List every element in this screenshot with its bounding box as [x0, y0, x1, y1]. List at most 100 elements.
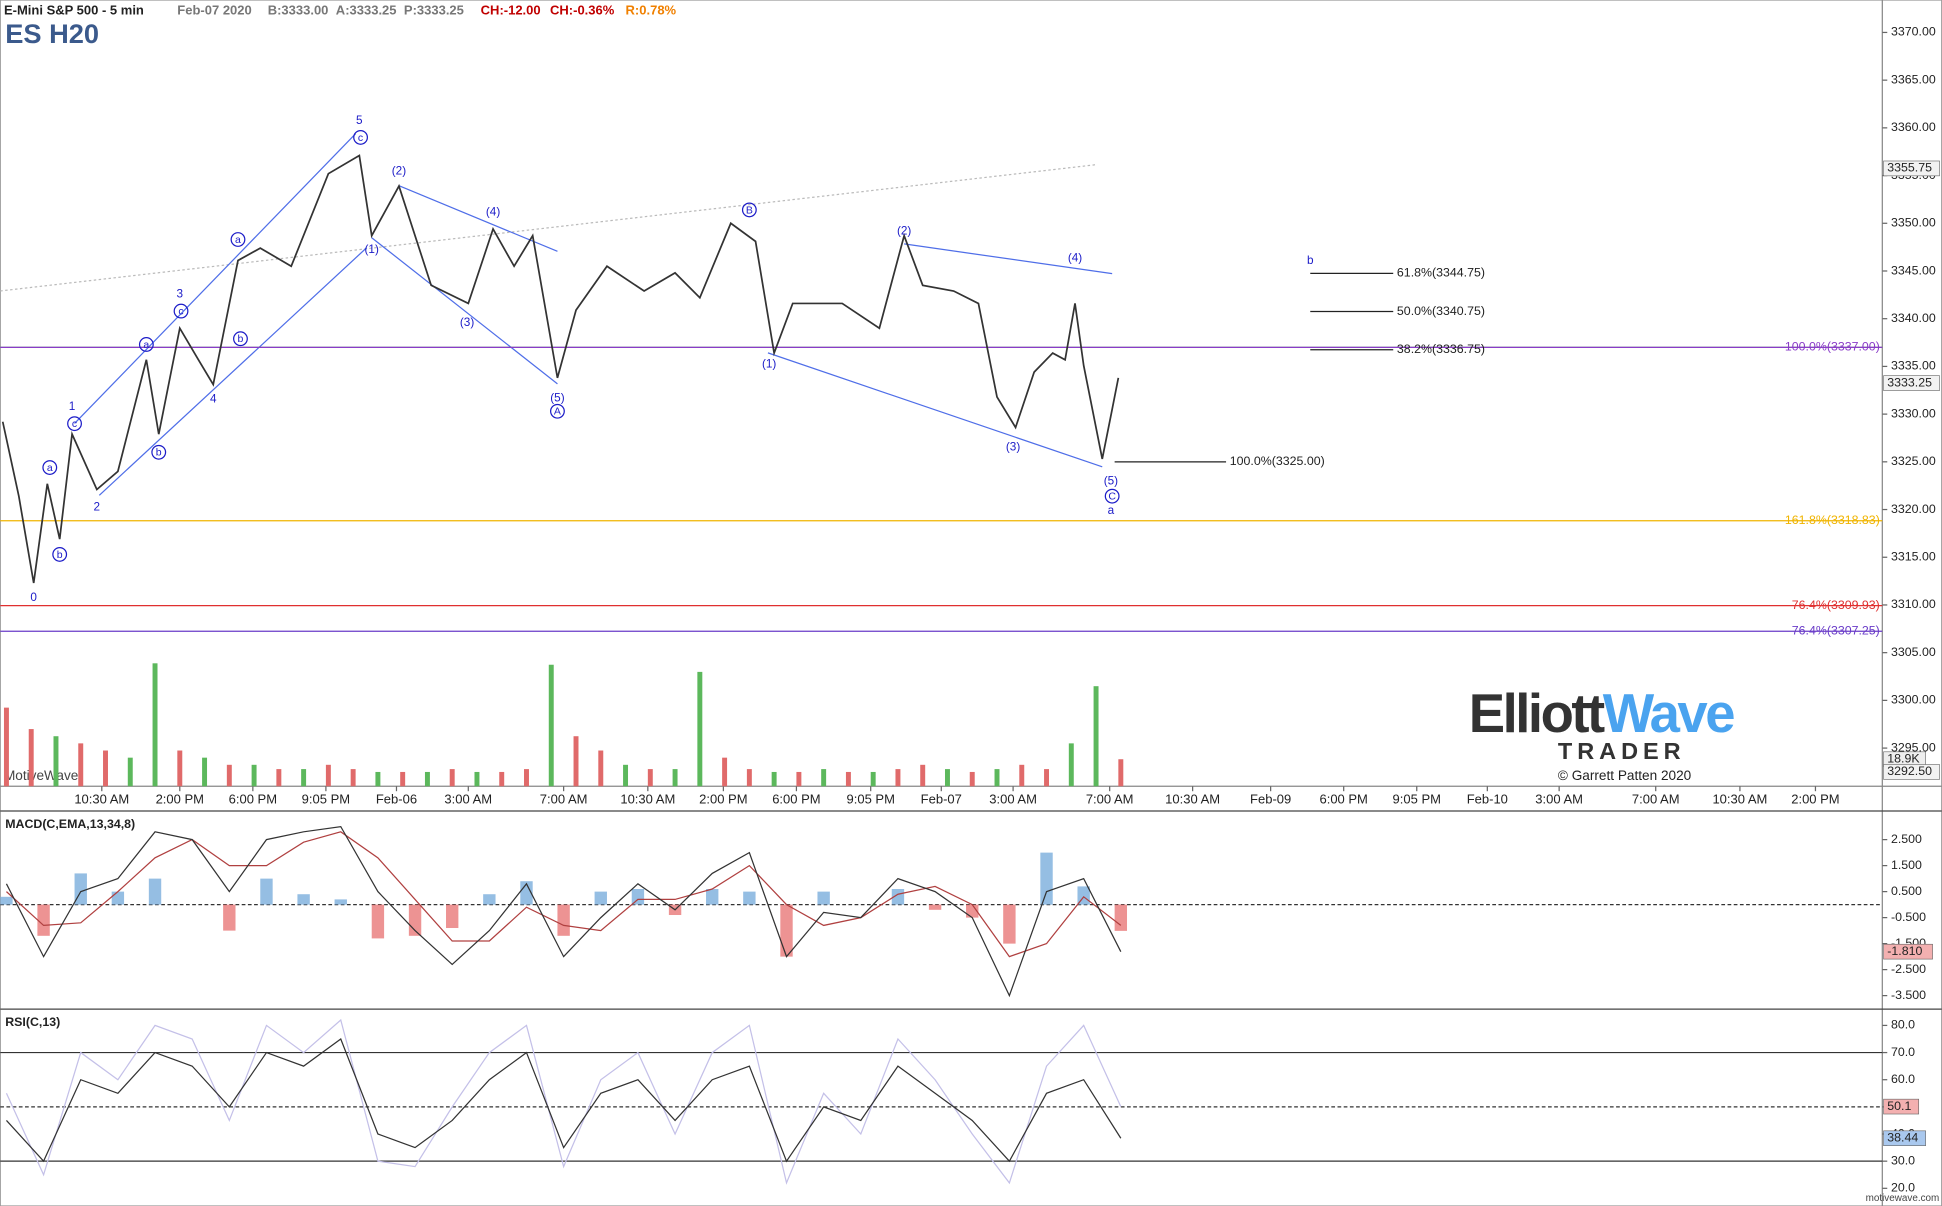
wave-circle — [67, 416, 82, 432]
wave-label: c — [72, 418, 77, 430]
y-tick-label: 3315.00 — [1891, 550, 1936, 564]
wave-label: C — [1108, 491, 1116, 503]
x-tick-label: Feb-09 — [1250, 791, 1291, 806]
volume-bar — [524, 769, 529, 787]
wave-label: a — [235, 234, 241, 246]
quote-price: P:3333.25 — [404, 3, 464, 18]
histogram-bar — [891, 889, 905, 905]
wave-label: 0 — [30, 591, 37, 604]
wave-label: 3 — [177, 288, 184, 301]
x-tick-label: 6:00 PM — [229, 791, 277, 806]
y-tick-label: 3345.00 — [1891, 263, 1936, 277]
x-tick-label: 6:00 PM — [1319, 791, 1367, 806]
y-tick-label: -0.500 — [1891, 910, 1926, 924]
series-line — [5, 1018, 1122, 1185]
x-tick-label: 3:00 AM — [444, 791, 492, 806]
last-value-box — [1883, 1130, 1926, 1146]
x-tick-label: 10:30 AM — [1712, 791, 1767, 806]
wave-circle — [233, 331, 248, 347]
volume-bar — [202, 757, 208, 787]
volume-bar — [969, 771, 975, 787]
footer: motivewave.com — [1866, 1193, 1940, 1204]
histogram-bar — [223, 904, 236, 931]
wave-label: (5) — [1104, 475, 1118, 488]
last-value-box — [1883, 1098, 1920, 1115]
y-tick-label: 3305.00 — [1891, 645, 1936, 659]
wave-circle — [1104, 488, 1120, 504]
trend-line — [0, 164, 1097, 292]
volume-bar — [920, 764, 926, 787]
level-label: 161.8%(3318.83) — [1785, 513, 1880, 527]
histogram-bar — [260, 878, 273, 905]
logo: ElliottWave — [1469, 684, 1734, 745]
series-line — [5, 1038, 1122, 1163]
histogram-bar — [743, 891, 756, 905]
histogram-bar — [334, 899, 347, 905]
y-tick-label: 3335.00 — [1891, 359, 1936, 373]
volume-bar — [350, 769, 356, 787]
wave-label: (3) — [460, 316, 474, 329]
panel-title: MACD(C,EMA,13,34,8) — [5, 817, 135, 831]
wave-circle — [151, 444, 167, 460]
copyright: © Garrett Patten 2020 — [1558, 768, 1692, 783]
histogram-bar — [446, 904, 459, 929]
wave-circle — [230, 232, 246, 247]
trend-line — [98, 247, 368, 496]
y-tick-label: 20.0 — [1891, 1181, 1915, 1195]
volume-bar — [697, 671, 703, 787]
logo-part: Wave — [1603, 684, 1735, 745]
last-value-label: 38.44 — [1887, 1131, 1918, 1145]
logo-part: Elliott — [1469, 684, 1605, 745]
logo-sub: TRADER — [1558, 738, 1686, 764]
histogram-bar — [631, 889, 645, 905]
wave-circle — [42, 460, 58, 475]
level-label: 76.4%(3309.93) — [1792, 598, 1880, 612]
volume-bar — [28, 729, 34, 787]
histogram-bar — [594, 891, 607, 905]
source: MotiveWave — [4, 768, 78, 783]
y-tick-label: -3.500 — [1891, 988, 1926, 1002]
wave-label: (4) — [1068, 251, 1082, 264]
y-tick-label: 3370.00 — [1891, 25, 1936, 39]
volume-bar — [870, 771, 876, 787]
volume-bar — [424, 771, 430, 787]
wave-label: 1 — [69, 400, 76, 413]
wave-label: b — [238, 333, 244, 345]
volume-bar — [548, 664, 554, 787]
volume-bar — [771, 771, 777, 787]
trend-line — [371, 237, 558, 385]
y-tick-label: 3325.00 — [1891, 454, 1936, 468]
wave-label: (1) — [762, 357, 776, 370]
level-label: 38.2%(3336.75) — [1397, 342, 1485, 356]
quote-range: R:0.78% — [626, 3, 677, 18]
y-tick-label: 3350.00 — [1891, 216, 1936, 230]
volume-bar — [944, 769, 950, 787]
volume-bar — [226, 764, 232, 787]
histogram-bar — [111, 891, 125, 905]
series-line — [1, 154, 1120, 584]
x-tick-label: Feb-06 — [376, 791, 417, 806]
y-tick-label: 3320.00 — [1891, 502, 1936, 516]
histogram-bar — [780, 904, 793, 957]
x-tick-label: 3:00 AM — [1535, 791, 1583, 806]
volume-bar — [796, 771, 802, 787]
volume-bar — [474, 771, 480, 787]
y-tick-label: 0.500 — [1891, 884, 1922, 898]
volume-label: 18.9K — [1887, 751, 1920, 765]
volume-bar — [103, 750, 108, 787]
quote-change-pct: CH:-0.36% — [550, 3, 615, 18]
wave-label: (5) — [550, 392, 564, 405]
price-marker-label: 3333.25 — [1887, 375, 1932, 389]
volume-bar — [994, 769, 1000, 787]
trend-line — [904, 243, 1113, 275]
price-marker-label: 3292.50 — [1887, 764, 1932, 778]
series-line — [5, 825, 1122, 998]
x-tick-label: Feb-10 — [1467, 791, 1508, 806]
price-marker-box — [1883, 764, 1940, 780]
x-tick-label: 6:00 PM — [772, 791, 820, 806]
y-tick-label: 3360.00 — [1891, 120, 1936, 134]
histogram-bar — [706, 889, 719, 905]
